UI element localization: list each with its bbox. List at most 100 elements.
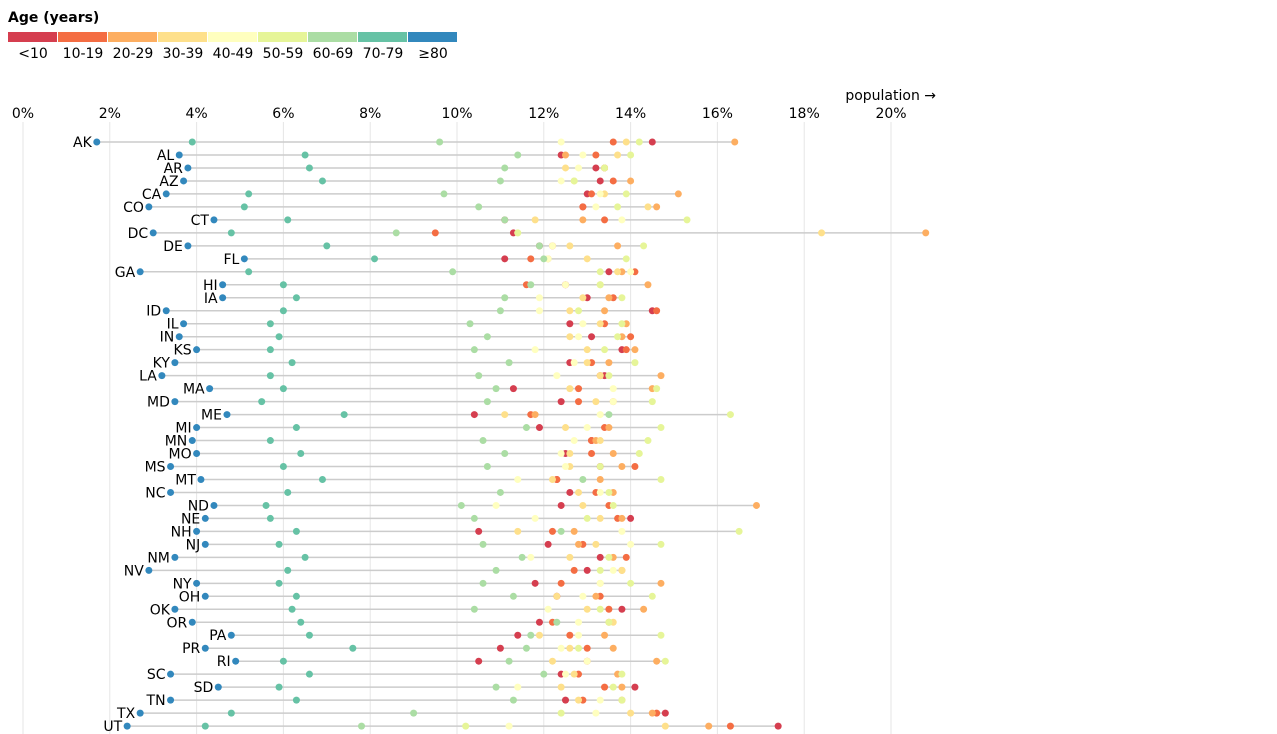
data-point: [566, 631, 574, 639]
state-row: ID: [146, 304, 661, 320]
state-row: TX: [116, 706, 669, 722]
data-point: [575, 618, 583, 626]
data-point: [618, 683, 626, 691]
data-point: [657, 631, 665, 639]
state-row: AK: [73, 135, 739, 151]
state-row: NC: [145, 485, 617, 501]
data-point: [557, 177, 565, 185]
data-point: [392, 229, 400, 237]
state-row: MA: [183, 382, 661, 398]
data-point: [548, 657, 556, 665]
data-point: [501, 255, 509, 263]
data-point: [583, 605, 591, 613]
state-label: SD: [194, 680, 214, 696]
data-point: [627, 709, 635, 717]
x-axis-label: population →: [845, 88, 936, 104]
state-row: OR: [167, 615, 617, 631]
state-row: DE: [163, 239, 648, 255]
data-point: [240, 255, 248, 263]
data-point: [583, 566, 591, 574]
data-point: [557, 709, 565, 717]
data-point: [618, 320, 626, 328]
data-point: [627, 268, 635, 276]
data-point: [184, 164, 192, 172]
data-point: [193, 346, 201, 354]
state-label: AL: [157, 148, 175, 164]
data-point: [605, 605, 613, 613]
data-point: [279, 307, 287, 315]
data-point: [557, 683, 565, 691]
data-point: [184, 242, 192, 250]
data-point: [136, 268, 144, 276]
x-tick-label: 2%: [99, 106, 121, 122]
state-label: DC: [128, 226, 149, 242]
data-point: [540, 255, 548, 263]
legend-swatch: [408, 32, 457, 42]
x-tick-label: 8%: [359, 106, 381, 122]
legend-label: 40-49: [213, 46, 254, 62]
data-point: [661, 709, 669, 717]
data-point: [531, 346, 539, 354]
data-point: [505, 722, 513, 730]
data-point: [566, 333, 574, 341]
data-point: [570, 437, 578, 445]
data-point: [774, 722, 782, 730]
state-row: MT: [175, 472, 665, 488]
state-label: GA: [115, 265, 136, 281]
data-point: [596, 437, 604, 445]
data-point: [640, 242, 648, 250]
data-point: [605, 372, 613, 380]
state-label: MT: [175, 472, 196, 488]
data-point: [167, 488, 175, 496]
data-point: [544, 540, 552, 548]
state-label: IA: [204, 291, 218, 307]
state-row: FL: [223, 252, 630, 268]
state-row: NY: [173, 576, 665, 592]
state-label: CA: [142, 187, 162, 203]
state-row: RI: [217, 654, 669, 670]
state-row: AL: [157, 148, 635, 164]
data-point: [627, 579, 635, 587]
data-point: [292, 696, 300, 704]
data-point: [735, 527, 743, 535]
data-point: [557, 450, 565, 458]
data-point: [544, 605, 552, 613]
data-point: [501, 294, 509, 302]
data-point: [475, 657, 483, 665]
data-point: [601, 216, 609, 224]
state-row: MI: [175, 421, 665, 437]
data-point: [614, 242, 622, 250]
data-point: [553, 372, 561, 380]
data-point: [657, 424, 665, 432]
data-point: [162, 190, 170, 198]
data-point: [284, 566, 292, 574]
data-point: [535, 242, 543, 250]
state-row: DC: [128, 226, 930, 242]
state-row: PR: [182, 641, 617, 657]
data-point: [596, 566, 604, 574]
data-point: [648, 709, 656, 717]
data-point: [410, 709, 418, 717]
state-label: RI: [217, 654, 231, 670]
data-point: [596, 553, 604, 561]
data-point: [245, 268, 253, 276]
data-point: [588, 190, 596, 198]
data-point: [579, 320, 587, 328]
data-point: [601, 631, 609, 639]
state-label: OH: [179, 589, 201, 605]
data-point: [583, 255, 591, 263]
data-point: [653, 657, 661, 665]
state-label: LA: [139, 369, 157, 385]
data-point: [588, 450, 596, 458]
data-point: [657, 475, 665, 483]
data-point: [518, 553, 526, 561]
data-point: [431, 229, 439, 237]
data-point: [570, 527, 578, 535]
data-point: [566, 450, 574, 458]
state-label: MA: [183, 382, 205, 398]
data-point: [562, 424, 569, 432]
data-point: [648, 138, 656, 146]
legend-label: 70-79: [363, 46, 404, 62]
data-point: [318, 475, 326, 483]
